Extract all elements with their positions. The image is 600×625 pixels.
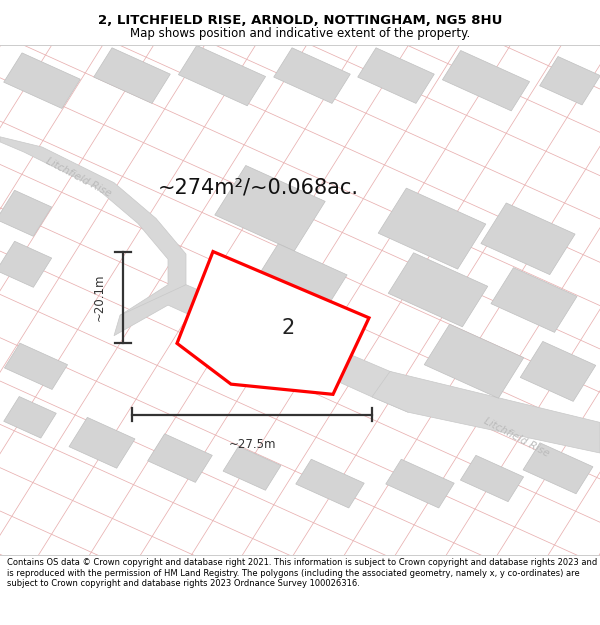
Text: Map shows position and indicative extent of the property.: Map shows position and indicative extent… xyxy=(130,28,470,41)
Text: Litchfield Rise: Litchfield Rise xyxy=(248,311,328,361)
Polygon shape xyxy=(0,137,186,315)
Text: Litchfield Rise: Litchfield Rise xyxy=(44,156,112,199)
Polygon shape xyxy=(386,459,454,508)
Polygon shape xyxy=(296,459,364,508)
Text: Contains OS data © Crown copyright and database right 2021. This information is : Contains OS data © Crown copyright and d… xyxy=(7,558,598,588)
Polygon shape xyxy=(223,446,281,490)
Text: 2, LITCHFIELD RISE, ARNOLD, NOTTINGHAM, NG5 8HU: 2, LITCHFIELD RISE, ARNOLD, NOTTINGHAM, … xyxy=(98,14,502,27)
Polygon shape xyxy=(378,188,486,269)
Text: ~20.1m: ~20.1m xyxy=(93,274,106,321)
Polygon shape xyxy=(0,241,52,288)
Text: ~27.5m: ~27.5m xyxy=(228,438,276,451)
Polygon shape xyxy=(4,343,68,389)
Polygon shape xyxy=(520,341,596,401)
Polygon shape xyxy=(178,46,266,106)
Polygon shape xyxy=(253,244,347,316)
Polygon shape xyxy=(481,203,575,274)
Polygon shape xyxy=(358,48,434,103)
Polygon shape xyxy=(372,371,600,453)
Polygon shape xyxy=(274,48,350,103)
Polygon shape xyxy=(442,51,530,111)
Polygon shape xyxy=(491,268,577,332)
Polygon shape xyxy=(69,418,135,468)
Polygon shape xyxy=(4,53,80,109)
Polygon shape xyxy=(215,166,325,251)
Polygon shape xyxy=(424,324,524,398)
Polygon shape xyxy=(94,48,170,103)
Text: 2: 2 xyxy=(282,318,295,338)
Polygon shape xyxy=(4,396,56,438)
Polygon shape xyxy=(523,443,593,494)
Polygon shape xyxy=(539,56,600,105)
Polygon shape xyxy=(0,190,52,236)
Polygon shape xyxy=(177,251,369,394)
Text: ~274m²/~0.068ac.: ~274m²/~0.068ac. xyxy=(157,177,359,198)
Polygon shape xyxy=(148,434,212,482)
Text: Litchfield Rise: Litchfield Rise xyxy=(482,416,550,459)
Polygon shape xyxy=(460,456,524,502)
Polygon shape xyxy=(114,285,432,412)
Polygon shape xyxy=(388,253,488,327)
